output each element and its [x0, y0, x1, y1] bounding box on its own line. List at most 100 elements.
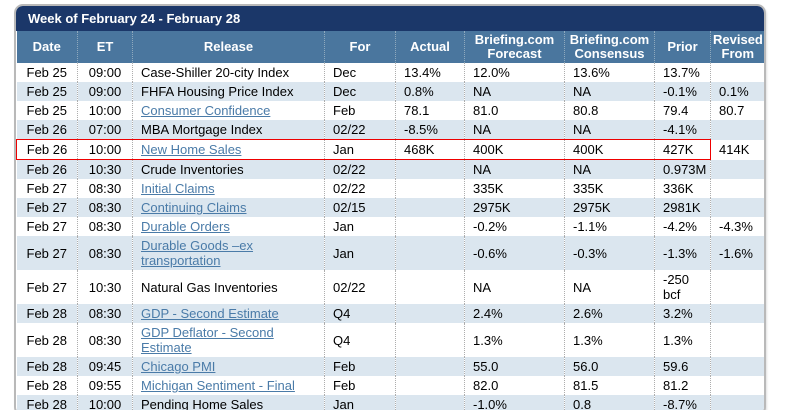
forecast-cell: 12.0%	[464, 63, 565, 82]
revised-from-cell	[710, 323, 764, 357]
forecast-cell: NA	[464, 159, 565, 179]
release-text: Natural Gas Inventories	[141, 279, 278, 295]
for-cell: Jan	[324, 236, 396, 270]
date-cell: Feb 27	[26, 181, 67, 196]
release-link[interactable]: Chicago PMI	[141, 359, 216, 374]
col-header-briefing-forecast: Briefing.com Forecast	[464, 31, 565, 63]
week-title-bar: Week of February 24 - February 28	[16, 6, 764, 31]
table-row: Feb 26 10:30 Crude Inventories 02/22 NA …	[16, 159, 764, 179]
actual-cell: 13.4%	[395, 63, 465, 82]
release-cell: Initial Claims	[132, 179, 325, 198]
prior-cell: -1.3%	[654, 236, 711, 270]
actual-cell: 78.1	[395, 101, 465, 120]
actual-cell	[395, 395, 465, 410]
for-cell: Q4	[324, 304, 396, 323]
release-link[interactable]: GDP - Second Estimate	[141, 306, 279, 321]
release-text: FHFA Housing Price Index	[141, 84, 294, 99]
forecast-cell: 82.0	[464, 376, 565, 395]
et-cell: 10:00	[77, 139, 133, 160]
release-cell: GDP - Second Estimate	[132, 304, 325, 323]
et-cell: 07:00	[77, 120, 133, 140]
table-row: Feb 28 08:30 GDP Deflator - Second Estim…	[17, 323, 764, 357]
consensus-cell: 2975K	[564, 198, 655, 217]
release-text: Pending Home Sales	[141, 397, 264, 410]
revised-from-cell	[710, 63, 764, 82]
for-cell: Feb	[324, 357, 396, 376]
table-row: Feb 27 10:30 Natural Gas Inventories 02/…	[17, 270, 764, 304]
release-link[interactable]: Durable Goods –ex transportation	[141, 238, 254, 268]
release-link[interactable]: Michigan Sentiment - Final	[141, 378, 295, 393]
date-cell: Feb 28	[26, 397, 67, 410]
table-row: Feb 25 10:00 Consumer Confidence Feb 78.…	[17, 101, 764, 120]
economic-calendar: Week of February 24 - February 28 Date E…	[14, 4, 766, 410]
for-cell: Feb	[324, 101, 396, 120]
prior-cell: -0.1%	[654, 82, 711, 101]
forecast-cell: 55.0	[464, 357, 565, 376]
actual-cell: 0.8%	[395, 82, 465, 101]
release-cell: New Home Sales	[132, 139, 325, 160]
table-row: Feb 27 08:30 Durable Orders Jan -0.2% -1…	[17, 217, 764, 236]
et-cell: 10:00	[77, 101, 133, 120]
release-text: MBA Mortgage Index	[141, 122, 263, 137]
calendar-table-header: Date ET Release For Actual Briefing.com …	[16, 31, 764, 63]
revised-from-cell	[710, 357, 764, 376]
consensus-cell: -1.1%	[564, 217, 655, 236]
for-cell: Jan	[324, 139, 396, 160]
revised-from-cell: 80.7	[710, 101, 764, 120]
prior-cell: 2981K	[654, 198, 711, 217]
forecast-cell: NA	[464, 82, 565, 101]
prior-cell: -4.2%	[654, 217, 711, 236]
date-cell: Feb 26	[26, 162, 67, 177]
table-row: Feb 28 10:00 Pending Home Sales Jan -1.0…	[16, 395, 764, 410]
et-cell: 08:30	[77, 179, 133, 198]
table-row: Feb 25 09:00 Case-Shiller 20-city Index …	[17, 63, 764, 82]
actual-cell	[395, 304, 465, 323]
actual-cell	[395, 270, 465, 304]
consensus-cell: 400K	[564, 139, 655, 160]
consensus-cell: NA	[564, 82, 655, 101]
release-link[interactable]: New Home Sales	[141, 142, 242, 157]
consensus-cell: 335K	[564, 179, 655, 198]
release-cell: Chicago PMI	[132, 357, 325, 376]
prior-cell: -4.1%	[654, 120, 711, 140]
et-cell: 09:00	[77, 63, 133, 82]
for-cell: 02/22	[324, 159, 396, 179]
release-link[interactable]: GDP Deflator - Second Estimate	[141, 325, 274, 355]
release-text: Crude Inventories	[141, 162, 244, 177]
revised-from-cell: 0.1%	[710, 82, 764, 101]
forecast-cell: -0.6%	[464, 236, 565, 270]
for-cell: Q4	[324, 323, 396, 357]
release-link[interactable]: Durable Orders	[141, 219, 230, 234]
date-cell: Feb 27	[26, 279, 67, 295]
revised-from-cell	[710, 179, 764, 198]
forecast-cell: -1.0%	[464, 395, 565, 410]
release-link[interactable]: Initial Claims	[141, 181, 215, 196]
release-link[interactable]: Consumer Confidence	[141, 103, 271, 118]
date-cell: Feb 28	[26, 306, 67, 321]
for-cell: Dec	[324, 82, 396, 101]
table-row: Feb 27 08:30 Durable Goods –ex transport…	[16, 236, 764, 270]
release-cell: FHFA Housing Price Index	[132, 82, 325, 101]
prior-cell: 336K	[654, 179, 711, 198]
consensus-cell: 81.5	[564, 376, 655, 395]
forecast-cell: 1.3%	[464, 323, 565, 357]
actual-cell	[395, 179, 465, 198]
et-cell: 08:30	[77, 217, 133, 236]
col-header-et: ET	[77, 31, 133, 63]
revised-from-cell	[710, 270, 764, 304]
table-row: Feb 28 09:55 Michigan Sentiment - Final …	[17, 376, 764, 395]
prior-cell: 427K	[654, 139, 711, 160]
date-cell: Feb 27	[26, 245, 67, 261]
table-row: Feb 26 07:00 MBA Mortgage Index 02/22 -8…	[16, 120, 764, 140]
actual-cell	[395, 357, 465, 376]
release-cell: Case-Shiller 20-city Index	[132, 63, 325, 82]
release-cell: Natural Gas Inventories	[132, 270, 325, 304]
consensus-cell: 1.3%	[564, 323, 655, 357]
for-cell: 02/15	[324, 198, 396, 217]
consensus-cell: 2.6%	[564, 304, 655, 323]
release-link[interactable]: Continuing Claims	[141, 200, 247, 215]
col-header-actual: Actual	[395, 31, 465, 63]
prior-cell: 1.3%	[654, 323, 711, 357]
et-cell: 08:30	[77, 304, 133, 323]
col-header-for: For	[324, 31, 396, 63]
